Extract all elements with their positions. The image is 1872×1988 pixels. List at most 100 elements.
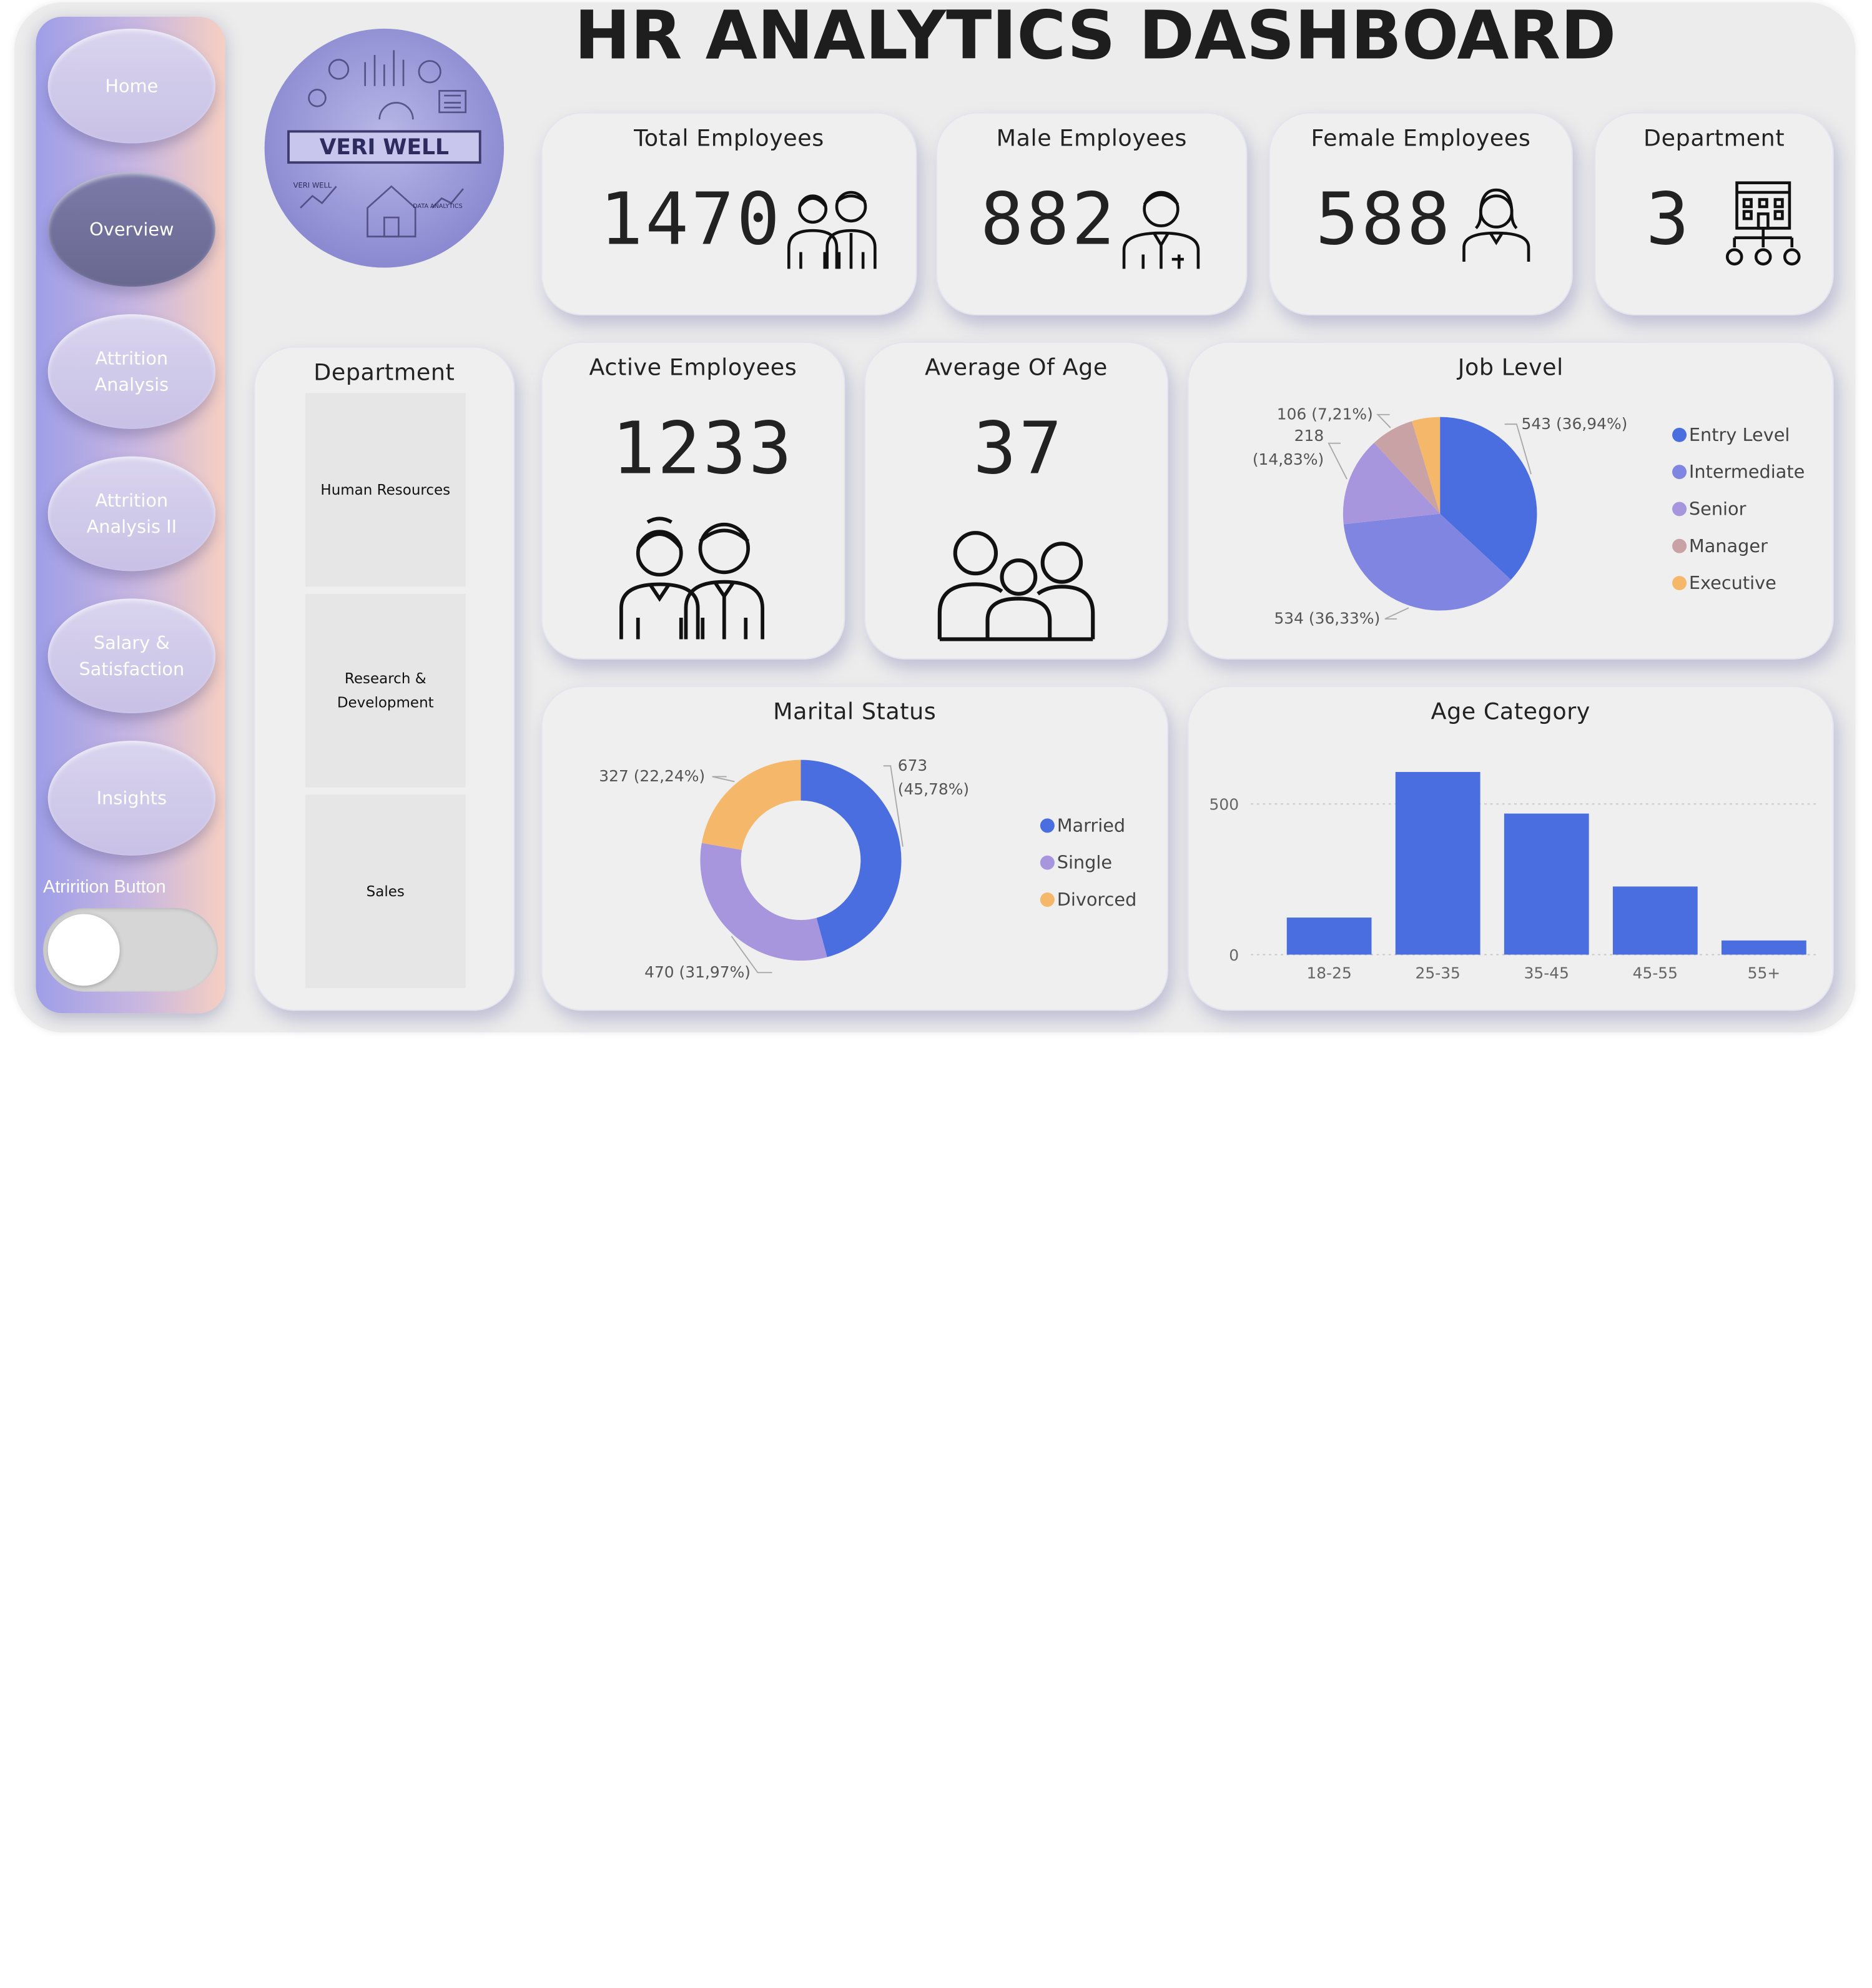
male-employees-title: Male Employees	[996, 125, 1187, 152]
total-employees-title: Total Employees	[634, 125, 824, 152]
age-category-card: Age Category 0 500 18-25 25-35 35-45 45-55 55+	[1187, 686, 1834, 1011]
dept-sales-label: Sales	[366, 883, 405, 900]
pie-label-intermediate: 534 (36,33%)	[1274, 610, 1380, 628]
donut-label-divorced: 327 (22,24%)	[599, 767, 705, 785]
dept-human-resources-label: Human Resources	[320, 481, 451, 498]
marital-status-chart: 673 (45,78%) 470 (31,97%) 327 (22,24%) Marri…	[599, 756, 1136, 981]
legend-marker-single	[1040, 855, 1055, 870]
pie-leader-manager	[1376, 413, 1391, 428]
nav-attrition-analysis-label: Attrition Analysis	[94, 347, 169, 396]
legend-label-executive: Executive	[1689, 572, 1776, 593]
x-tick-18-25: 18-25	[1306, 964, 1351, 982]
legend-marker-married	[1040, 818, 1055, 833]
department-count-card: Department 3	[1594, 112, 1834, 316]
employees-group-icon	[787, 190, 877, 269]
male-employees-value: 882	[980, 178, 1118, 262]
department-slicer: Department Human Resources Research & De…	[254, 346, 515, 1011]
attrition-toggle[interactable]	[43, 907, 218, 992]
donut-slice-married	[801, 759, 902, 957]
logo-small-left: VERI WELL	[293, 181, 332, 189]
pie-label-senior: 218	[1294, 427, 1324, 445]
bar-18-25	[1286, 917, 1372, 955]
age-category-chart: 0 500 18-25 25-35 35-45 45-55 55+	[1209, 771, 1818, 982]
pie-slice-senior	[1342, 443, 1441, 525]
nav-insights-button[interactable]: Insights	[47, 741, 216, 856]
legend-marker-executive	[1672, 576, 1687, 591]
bar-45-55	[1612, 886, 1698, 955]
job-level-chart: 543 (36,94%) 534 (36,33%) 218 (14,83%) 106 (…	[1253, 405, 1805, 628]
nav-salary-satisfaction-button[interactable]: Salary & Satisfaction	[47, 598, 216, 714]
legend-marker-senior	[1672, 502, 1687, 517]
nav-attrition-analysis-button[interactable]: Attrition Analysis	[47, 314, 216, 429]
active-employees-icon	[619, 517, 765, 640]
legend-label-single: Single	[1057, 852, 1112, 873]
x-tick-55: 55+	[1748, 964, 1781, 982]
pie-label-pct-senior: (14,83%)	[1253, 450, 1324, 468]
dept-research-development[interactable]: Research & Development	[305, 593, 466, 788]
active-employees-title: Active Employees	[589, 355, 797, 382]
average-age-value: 37	[973, 407, 1065, 492]
department-count-value: 3	[1645, 178, 1692, 262]
legend-marker-manager	[1672, 538, 1687, 553]
pie-label-entry-level: 543 (36,94%)	[1522, 415, 1628, 433]
nav-home-label: Home	[105, 75, 159, 97]
legend-label-entry-level: Entry Level	[1689, 424, 1790, 445]
legend-label-manager: Manager	[1689, 535, 1768, 556]
average-age-card: Average Of Age 37	[864, 342, 1168, 660]
pie-slice-executive	[1412, 417, 1441, 514]
logo-graphic: VERI WELL VERI WELL DATA ANALYTICS	[287, 50, 481, 238]
company-logo: VERI WELL VERI WELL DATA ANALYTICS	[264, 28, 505, 268]
bar-55	[1722, 940, 1806, 955]
female-employees-value: 588	[1315, 178, 1453, 262]
donut-slice-divorced	[701, 759, 801, 850]
donut-label-married: 673	[898, 756, 928, 774]
donut-label-pct-married: (45,78%)	[898, 780, 969, 798]
toggle-label: Atrirition Button	[43, 877, 166, 898]
page-title: HR ANALYTICS DASHBOARD	[574, 0, 1617, 76]
family-icon	[937, 531, 1095, 641]
dept-sales[interactable]: Sales	[305, 794, 466, 989]
nav-attrition-analysis-2-label: Attrition Analysis II	[86, 490, 177, 538]
toggle-knob[interactable]	[47, 914, 120, 986]
total-employees-card: Total Employees 1470	[541, 112, 917, 316]
x-tick-45-55: 45-55	[1633, 964, 1678, 982]
logo-small-right: DATA ANALYTICS	[413, 203, 462, 210]
male-icon	[1122, 190, 1200, 269]
legend-label-married: Married	[1057, 814, 1125, 836]
pie-leader-entry-level	[1504, 423, 1532, 475]
department-count-title: Department	[1643, 125, 1785, 152]
nav-attrition-analysis-2-button[interactable]: Attrition Analysis II	[47, 456, 216, 571]
nav-overview-label: Overview	[89, 219, 174, 240]
logo-text: VERI WELL	[320, 135, 449, 160]
legend-marker-intermediate	[1672, 465, 1687, 480]
x-tick-35-45: 35-45	[1524, 964, 1569, 982]
marital-status-title: Marital Status	[773, 699, 937, 726]
total-employees-value: 1470	[599, 178, 782, 262]
active-employees-card: Active Employees 1233	[541, 342, 845, 660]
nav-salary-satisfaction-label: Salary & Satisfaction	[79, 631, 185, 680]
legend-label-intermediate: Intermediate	[1689, 461, 1805, 482]
job-level-card: Job Level 543 (36,94%) 534 (36,33%) 218 (14…	[1187, 342, 1834, 660]
donut-label-single: 470 (31,97%)	[644, 963, 751, 981]
bar-35-45	[1504, 813, 1589, 955]
pie-label-manager: 106 (7,21%)	[1277, 405, 1373, 423]
female-employees-card: Female Employees 588	[1269, 112, 1573, 316]
average-age-title: Average Of Age	[925, 355, 1108, 382]
legend-marker-entry-level	[1672, 427, 1687, 442]
active-employees-value: 1233	[611, 407, 794, 492]
sidebar: Home Overview Attrition Analysis Attriti…	[36, 16, 225, 1014]
building-org-icon	[1725, 181, 1801, 266]
department-slicer-title: Department	[313, 359, 455, 386]
pie-leader-intermediate	[1384, 607, 1409, 620]
female-employees-title: Female Employees	[1311, 125, 1531, 152]
age-category-title: Age Category	[1431, 699, 1590, 726]
marital-status-card: Marital Status 673 (45,78%) 470 (31,97%) 32…	[541, 686, 1168, 1011]
pie-slice-manager	[1374, 421, 1441, 514]
pie-leader-senior	[1328, 442, 1347, 480]
job-level-title: Job Level	[1457, 355, 1564, 382]
y-tick-500: 500	[1209, 796, 1239, 814]
nav-home-button[interactable]: Home	[47, 28, 216, 144]
nav-overview-button[interactable]: Overview	[47, 172, 216, 287]
dept-human-resources[interactable]: Human Resources	[305, 393, 466, 587]
x-tick-25-35: 25-35	[1416, 964, 1461, 982]
